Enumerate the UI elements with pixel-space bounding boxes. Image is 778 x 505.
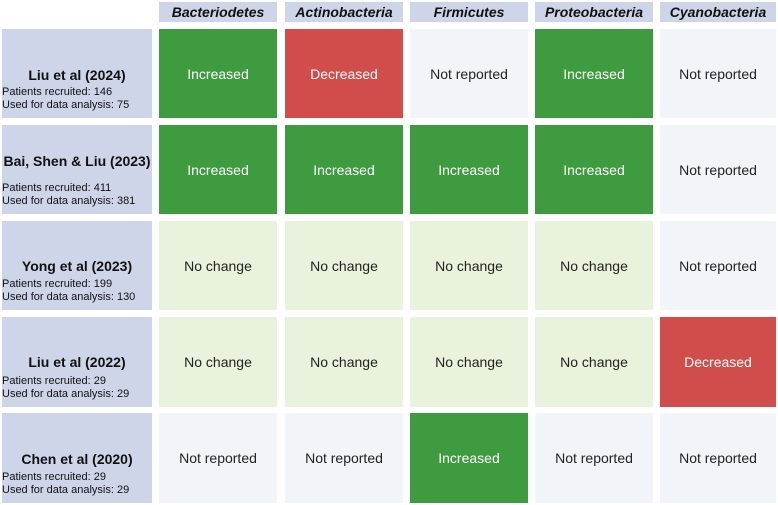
result-cell: No change: [285, 221, 403, 310]
result-cell: Not reported: [535, 413, 653, 503]
study-label-chen-2020: Chen et al (2020) Patients recruited: 29…: [2, 413, 152, 503]
header-proteobacteria: Proteobacteria: [535, 2, 653, 22]
result-cell: Decreased: [660, 317, 776, 407]
result-cell: Not reported: [159, 413, 277, 503]
result-cell: Increased: [159, 125, 277, 214]
study-name: Liu et al (2022): [28, 354, 126, 370]
study-label-liu-2024: Liu et al (2024) Patients recruited: 146…: [2, 29, 152, 118]
used-for-analysis: Used for data analysis: 29: [2, 388, 130, 400]
result-cell: No change: [159, 317, 277, 407]
result-cell: Not reported: [410, 29, 528, 118]
study-name: Chen et al (2020): [21, 451, 133, 467]
patients-recruited: Patients recruited: 146: [2, 86, 113, 98]
result-cell: Decreased: [285, 29, 403, 118]
study-meta: Patients recruited: 146 Used for data an…: [2, 86, 129, 112]
result-cell: Increased: [410, 413, 528, 503]
patients-recruited: Patients recruited: 29: [2, 471, 106, 483]
patients-recruited: Patients recruited: 199: [2, 278, 113, 290]
result-cell: Not reported: [660, 413, 776, 503]
header-firmicutes: Firmicutes: [410, 2, 528, 22]
used-for-analysis: Used for data analysis: 29: [2, 484, 130, 496]
study-meta: Patients recruited: 199 Used for data an…: [2, 278, 135, 304]
result-cell: No change: [159, 221, 277, 310]
result-cell: No change: [535, 221, 653, 310]
header-bacteriodetes: Bacteriodetes: [159, 2, 277, 22]
header-actinobacteria: Actinobacteria: [285, 2, 403, 22]
result-cell: No change: [410, 221, 528, 310]
study-name: Liu et al (2024): [28, 67, 126, 83]
used-for-analysis: Used for data analysis: 75: [2, 99, 130, 111]
used-for-analysis: Used for data analysis: 130: [2, 291, 136, 303]
result-cell: Not reported: [660, 221, 776, 310]
result-cell: No change: [410, 317, 528, 407]
patients-recruited: Patients recruited: 29: [2, 375, 106, 387]
study-name: Yong et al (2023): [21, 258, 133, 274]
study-label-bai-2023: Bai, Shen & Liu (2023) Patients recruite…: [2, 125, 152, 214]
study-label-yong-2023: Yong et al (2023) Patients recruited: 19…: [2, 221, 152, 310]
header-cyanobacteria: Cyanobacteria: [660, 2, 776, 22]
patients-recruited: Patients recruited: 411: [2, 182, 112, 194]
result-cell: Not reported: [660, 125, 776, 214]
study-label-liu-2022: Liu et al (2022) Patients recruited: 29 …: [2, 317, 152, 407]
result-cell: No change: [285, 317, 403, 407]
study-meta: Patients recruited: 29 Used for data ana…: [2, 471, 129, 497]
result-cell: Increased: [159, 29, 277, 118]
result-cell: Not reported: [285, 413, 403, 503]
result-cell: Increased: [535, 29, 653, 118]
study-meta: Patients recruited: 411 Used for data an…: [2, 182, 135, 208]
result-cell: Increased: [410, 125, 528, 214]
result-cell: Increased: [535, 125, 653, 214]
result-cell: No change: [535, 317, 653, 407]
study-name: Bai, Shen & Liu (2023): [3, 153, 151, 169]
study-meta: Patients recruited: 29 Used for data ana…: [2, 375, 129, 401]
result-cell: Not reported: [660, 29, 776, 118]
result-cell: Increased: [285, 125, 403, 214]
used-for-analysis: Used for data analysis: 381: [2, 195, 136, 207]
